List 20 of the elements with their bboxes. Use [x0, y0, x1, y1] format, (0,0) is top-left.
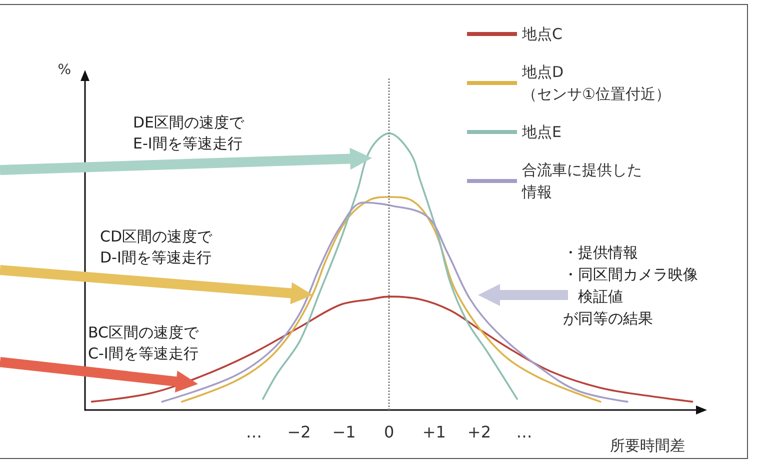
legend-label: 地点D （センサ①位置付近）	[521, 63, 670, 103]
legend-label: 地点C	[521, 25, 562, 43]
annotation: が同等の結果	[563, 310, 653, 328]
annotation: BC区間の速度で C-I間を等速走行	[88, 324, 200, 362]
x-tick-label: +1	[422, 422, 446, 442]
x-tick-label: +2	[467, 422, 492, 442]
x-tick-label: …	[246, 422, 262, 442]
x-tick-label: −2	[287, 422, 311, 442]
x-tick-label: −1	[332, 422, 356, 442]
x-axis-title: 所要時間差	[610, 436, 685, 454]
annotation: DE区間の速度で E-I間を等速走行	[133, 114, 246, 152]
annotation: CD区間の速度で D-I間を等速走行	[100, 228, 214, 266]
x-tick-label: 0	[384, 422, 394, 442]
legend-label: 地点E	[521, 123, 562, 141]
annotation: ・提供情報	[563, 244, 638, 262]
annotation: ・同区間カメラ映像	[563, 266, 698, 284]
legend-label: 合流車に提供した情報	[521, 161, 642, 201]
x-tick-label: …	[516, 422, 532, 442]
y-axis-title: %	[58, 62, 71, 78]
annotation: 検証値	[578, 288, 623, 306]
